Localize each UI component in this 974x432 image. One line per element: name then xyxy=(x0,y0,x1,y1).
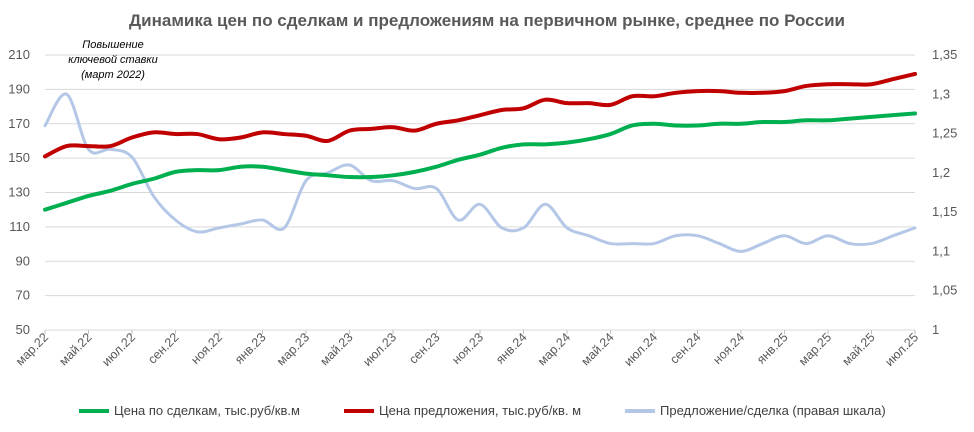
legend-label-offers: Цена предложения, тыс.руб/кв. м xyxy=(379,403,581,418)
rate-hike-annotation: Повышение ключевой ставки (март 2022) xyxy=(68,39,158,81)
legend-item-ratio: Предложение/сделка (правая шкала) xyxy=(625,403,886,418)
left-tick-label: 70 xyxy=(16,288,30,303)
left-tick-label: 90 xyxy=(16,253,30,268)
right-tick-label: 1,05 xyxy=(932,283,957,298)
right-axis: 1 1,05 1,1 1,15 1,2 1,25 1,3 1,35 xyxy=(932,47,957,337)
series-line-ratio xyxy=(43,92,917,253)
x-tick-label: янв.24 xyxy=(493,330,530,367)
x-tick-label: янв.25 xyxy=(754,330,791,367)
left-tick-label: 190 xyxy=(8,81,30,96)
legend-item-offers: Цена предложения, тыс.руб/кв. м xyxy=(344,403,581,418)
x-tick-label: май.22 xyxy=(57,330,95,368)
x-tick-label: май.24 xyxy=(579,330,617,368)
left-axis: 50 70 90 110 130 150 170 190 210 xyxy=(8,47,30,337)
left-tick-label: 150 xyxy=(8,150,30,165)
x-tick-label: мар.25 xyxy=(796,330,834,368)
chart-title: Динамика цен по сделкам и предложениям н… xyxy=(129,11,845,30)
x-tick-label: ноя.22 xyxy=(188,330,225,367)
x-tick-label: сен.23 xyxy=(406,330,442,366)
x-tick-label: май.25 xyxy=(840,330,878,368)
series-line-offers xyxy=(43,71,917,159)
annotation-line-2: ключевой ставки xyxy=(68,54,158,66)
x-tick-label: янв.23 xyxy=(232,330,269,367)
series-line-deals xyxy=(43,111,917,212)
gridlines xyxy=(45,54,915,331)
left-tick-label: 110 xyxy=(9,219,30,234)
x-tick-label: ноя.24 xyxy=(710,330,747,367)
x-tick-label: ноя.23 xyxy=(449,330,486,367)
x-tick-label: май.23 xyxy=(318,330,356,368)
x-tick-label: июл.25 xyxy=(882,330,921,369)
annotation-line-3: (март 2022) xyxy=(81,69,145,81)
x-tick-label: июл.23 xyxy=(360,330,399,369)
legend-label-deals: Цена по сделкам, тыс.руб/кв.м xyxy=(114,403,300,418)
x-tick-label: мар.24 xyxy=(535,330,573,368)
legend-item-deals: Цена по сделкам, тыс.руб/кв.м xyxy=(79,403,300,418)
right-tick-label: 1,1 xyxy=(932,243,950,258)
x-tick-label: июл.22 xyxy=(99,330,138,369)
x-tick-label: мар.23 xyxy=(274,330,312,368)
left-tick-label: 50 xyxy=(16,322,30,337)
right-tick-label: 1,3 xyxy=(932,86,950,101)
x-tick-label: сен.24 xyxy=(667,330,703,366)
right-tick-label: 1,2 xyxy=(932,165,950,180)
right-tick-label: 1,25 xyxy=(932,126,957,141)
left-tick-label: 130 xyxy=(8,185,30,200)
right-tick-label: 1,35 xyxy=(932,47,957,62)
x-tick-label: июл.24 xyxy=(621,330,660,369)
right-tick-label: 1 xyxy=(932,322,939,337)
series-lines xyxy=(43,71,917,253)
right-tick-label: 1,15 xyxy=(932,204,957,219)
annotation-line-1: Повышение xyxy=(82,39,143,51)
left-tick-label: 210 xyxy=(8,47,30,62)
x-tick-label: сен.22 xyxy=(145,330,181,366)
legend: Цена по сделкам, тыс.руб/кв.м Цена предл… xyxy=(79,403,886,418)
x-axis: мар.22 май.22 июл.22 сен.22 ноя.22 янв.23 мар.… xyxy=(13,329,921,369)
legend-label-ratio: Предложение/сделка (правая шкала) xyxy=(660,403,886,418)
left-tick-label: 170 xyxy=(8,116,30,131)
